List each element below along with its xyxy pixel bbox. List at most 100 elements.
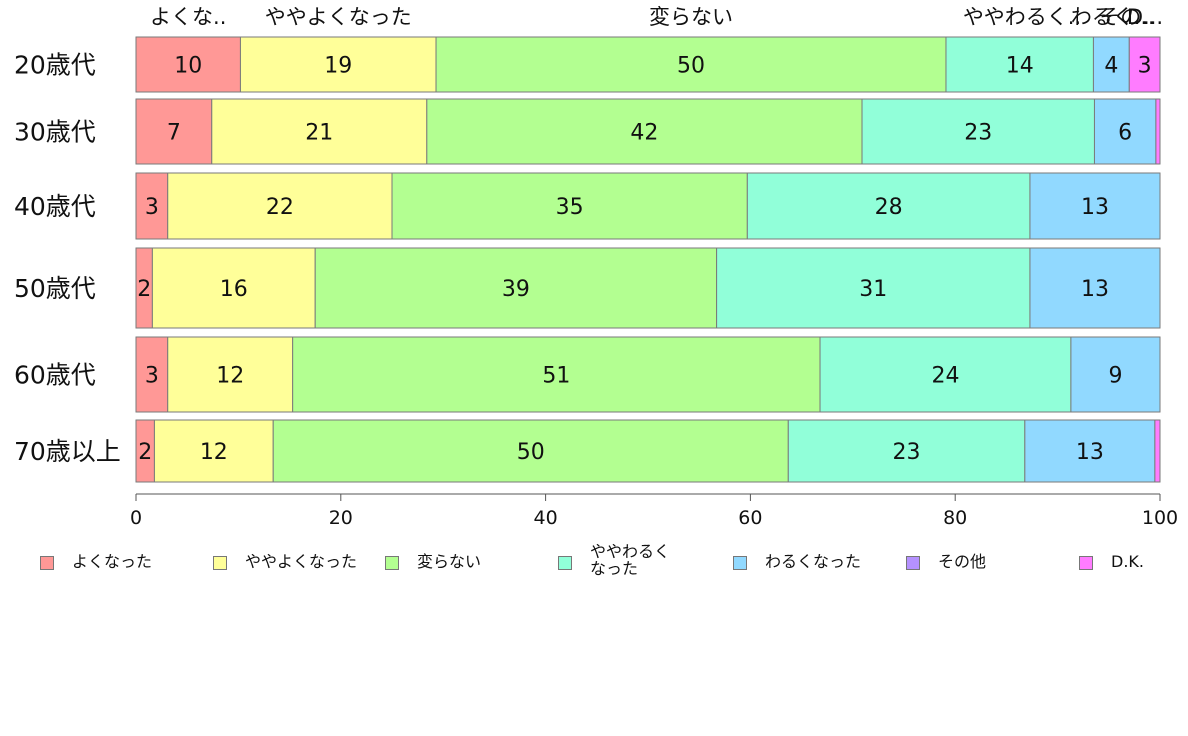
series-top-label: 変らない	[649, 5, 733, 29]
bar-segment	[239, 36, 437, 93]
legend-swatch	[906, 556, 920, 570]
bar-segment	[819, 336, 1072, 413]
data-label: 12	[200, 440, 228, 465]
data-label: 24	[931, 364, 959, 389]
bar-segment	[1092, 36, 1130, 93]
series-top-label: ややわるく..	[963, 5, 1081, 29]
bar-segment	[1070, 336, 1161, 413]
bar-segment	[716, 247, 1031, 329]
x-tick-label: 100	[1142, 507, 1178, 529]
legend-label: ややわるく なった	[590, 542, 671, 578]
series-top-label: よくな..	[150, 5, 226, 29]
data-label: 14	[1006, 54, 1034, 79]
data-label: 12	[216, 364, 244, 389]
data-label: 3	[145, 364, 159, 389]
bar-segment	[746, 172, 1031, 240]
bar-segment	[167, 172, 393, 240]
data-label: 7	[167, 121, 181, 146]
legend-item: ややわるく なった	[558, 543, 670, 577]
data-label: 31	[859, 277, 887, 302]
category-label: 50歳代	[14, 274, 96, 303]
x-tick-label: 0	[130, 507, 142, 529]
legend-label: よくなった	[72, 552, 153, 571]
data-label: 35	[556, 195, 584, 220]
series-top-label: D...	[1127, 5, 1163, 29]
bar-segment	[151, 247, 316, 329]
data-label: 6	[1118, 121, 1132, 146]
data-label: 3	[145, 195, 159, 220]
data-label: 23	[964, 121, 992, 146]
bar-segment	[1029, 172, 1161, 240]
bar-segment	[1029, 247, 1161, 329]
legend-label: ややよくなった	[245, 552, 358, 571]
x-tick-label: 20	[329, 507, 353, 529]
legend-swatch	[40, 556, 54, 570]
legend-item: わるくなった	[733, 547, 861, 570]
data-label: 2	[138, 440, 152, 465]
bar-segment	[211, 98, 428, 165]
series-top-label: その..	[1099, 5, 1154, 29]
legend-swatch	[733, 556, 747, 570]
bar-segment	[787, 419, 1026, 483]
chart-legend: よくなった ややよくなった 変らない ややわるく なった わるくなった その他 D.K.	[40, 543, 1160, 587]
legend-swatch	[213, 556, 227, 570]
bar-segment	[861, 98, 1095, 165]
data-label: 3	[1138, 54, 1152, 79]
bar-segment	[391, 172, 748, 240]
bar-segment	[426, 98, 863, 165]
category-label: 30歳代	[14, 118, 96, 147]
legend-swatch	[385, 556, 399, 570]
legend-item: よくなった	[40, 547, 152, 570]
category-label: 40歳代	[14, 192, 96, 221]
data-label: 13	[1076, 440, 1104, 465]
data-label: 16	[220, 277, 248, 302]
bar-segment	[314, 247, 718, 329]
bar-segment	[135, 36, 241, 93]
bar-segment	[435, 36, 947, 93]
data-label: 50	[677, 54, 705, 79]
legend-swatch	[558, 556, 572, 570]
legend-swatch	[1079, 556, 1093, 570]
category-label: 70歳以上	[14, 437, 121, 466]
data-label: 22	[266, 195, 294, 220]
bar-segment	[1154, 419, 1161, 483]
legend-label: わるくなった	[765, 552, 862, 571]
x-tick-label: 60	[738, 507, 762, 529]
data-label: 10	[174, 54, 202, 79]
legend-item: D.K.	[1079, 547, 1144, 570]
data-label: 13	[1081, 277, 1109, 302]
data-label: 19	[324, 54, 352, 79]
legend-item: その他	[906, 547, 986, 570]
bar-segment	[292, 336, 821, 413]
bar-segment	[1128, 36, 1161, 93]
category-label: 60歳代	[14, 361, 96, 390]
legend-label: その他	[938, 552, 987, 571]
data-label: 28	[875, 195, 903, 220]
legend-label: D.K.	[1111, 552, 1144, 571]
bar-segment	[272, 419, 789, 483]
bar-segment	[1024, 419, 1156, 483]
series-top-label: ややよくなった	[265, 5, 412, 29]
data-label: 9	[1108, 364, 1122, 389]
data-label: 21	[305, 121, 333, 146]
legend-label: 変らない	[417, 552, 482, 571]
bar-segment	[135, 98, 213, 165]
category-label: 20歳代	[14, 51, 96, 80]
data-label: 51	[542, 364, 570, 389]
bar-segment	[945, 36, 1094, 93]
legend-item: ややよくなった	[213, 547, 357, 570]
data-label: 13	[1081, 195, 1109, 220]
data-label: 50	[517, 440, 545, 465]
bar-segment	[167, 336, 294, 413]
data-label: 4	[1104, 54, 1118, 79]
bar-segment	[1155, 98, 1161, 165]
bar-segment	[135, 172, 169, 240]
x-tick-label: 40	[534, 507, 558, 529]
bar-segment	[135, 336, 169, 413]
x-tick-label: 80	[943, 507, 967, 529]
data-label: 42	[630, 121, 658, 146]
series-top-label: わるく..	[1071, 5, 1147, 29]
bar-segment	[153, 419, 274, 483]
